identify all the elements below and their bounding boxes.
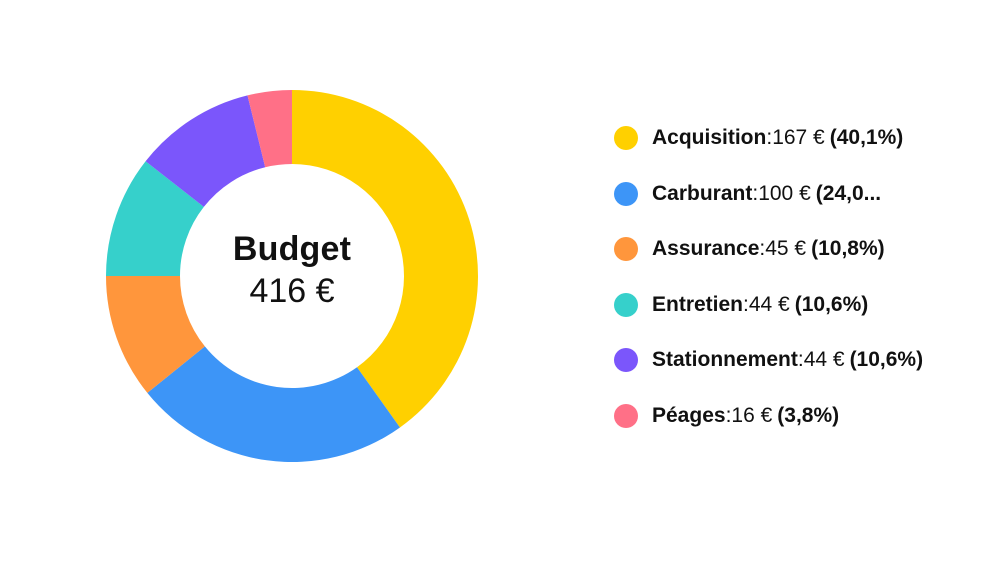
legend-item-entretien[interactable]: Entretien : 44 € (10,6%): [614, 285, 994, 325]
donut-slice-peages[interactable]: [247, 90, 292, 168]
legend-item-stationnement[interactable]: Stationnement : 44 € (10,6%): [614, 340, 994, 380]
legend-value: 16 €: [731, 403, 773, 427]
legend-label: Péages: [652, 403, 726, 427]
legend-value: 167 €: [772, 126, 825, 149]
center-total-value: 416 €: [249, 272, 335, 310]
legend-separator: :: [752, 181, 759, 205]
legend-swatch-peages: [614, 403, 638, 428]
legend-separator: :: [766, 126, 773, 149]
chart-legend: Acquisition : 167 € (40,1%) Carburant : …: [614, 118, 994, 452]
donut-center-label: Budget 416 €: [192, 228, 392, 312]
center-title: Budget: [232, 230, 352, 268]
legend-swatch-assurance: [614, 237, 638, 262]
legend-separator: :: [725, 403, 732, 427]
legend-item-carburant[interactable]: Carburant : 100 € (24,0...: [614, 174, 994, 214]
legend-item-peages[interactable]: Péages : 16 € (3,8%): [614, 396, 994, 436]
legend-percent: (10,8%): [811, 237, 885, 261]
legend-swatch-carburant: [614, 181, 638, 206]
legend-label: Acquisition: [652, 126, 767, 149]
legend-percent: (10,6%): [794, 292, 869, 316]
legend-label: Assurance: [652, 237, 760, 261]
legend-swatch-stationnement: [614, 348, 638, 373]
legend-percent: (3,8%): [777, 403, 840, 427]
legend-swatch-acquisition: [614, 126, 638, 150]
donut-slice-stationnement[interactable]: [145, 95, 266, 207]
legend-swatch-entretien: [614, 292, 638, 317]
legend-label: Stationnement: [652, 348, 798, 372]
legend-percent: (24,0...: [815, 181, 882, 205]
donut-slice-entretien[interactable]: [106, 161, 204, 276]
legend-value: 44 €: [748, 292, 790, 316]
legend-value: 100 €: [758, 181, 811, 205]
donut-chart: [106, 90, 478, 462]
legend-separator: :: [797, 348, 804, 372]
legend-percent: (10,6%): [849, 348, 924, 372]
legend-value: 44 €: [803, 348, 845, 372]
donut-slice-assurance[interactable]: [106, 276, 205, 393]
donut-slice-acquisition[interactable]: [292, 90, 478, 428]
legend-separator: :: [743, 292, 749, 316]
legend-item-assurance[interactable]: Assurance : 45 € (10,8%): [614, 229, 994, 269]
legend-label: Carburant: [652, 181, 753, 205]
legend-percent: (40,1%): [829, 126, 904, 149]
legend-value: 45 €: [765, 237, 807, 261]
donut-slice-carburant[interactable]: [147, 346, 400, 462]
legend-separator: :: [759, 237, 766, 261]
legend-item-acquisition[interactable]: Acquisition : 167 € (40,1%): [614, 118, 994, 158]
legend-label: Entretien: [652, 292, 744, 316]
